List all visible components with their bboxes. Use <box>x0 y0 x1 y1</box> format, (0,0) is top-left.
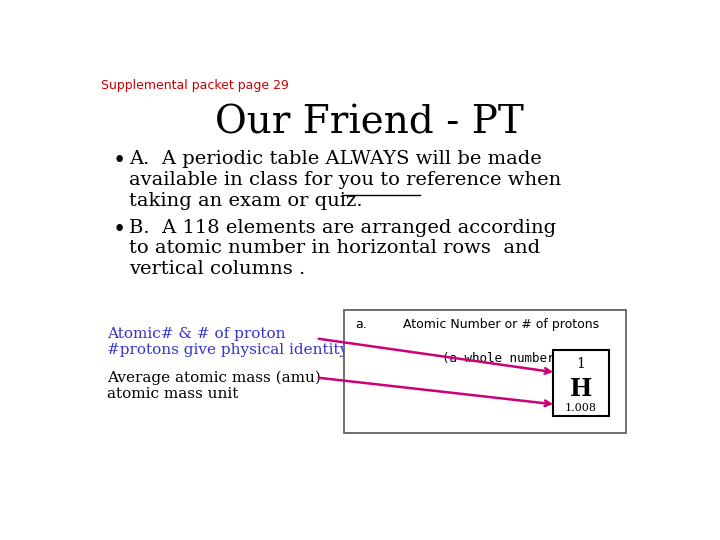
Text: ALWAYS: ALWAYS <box>342 150 426 168</box>
Text: A.  A periodic table: A. A periodic table <box>129 150 325 168</box>
Text: vertical columns .: vertical columns . <box>129 260 305 278</box>
Text: atomic mass unit: atomic mass unit <box>107 387 238 401</box>
Text: 1.008: 1.008 <box>565 403 597 413</box>
Text: Supplemental packet page 29: Supplemental packet page 29 <box>101 79 289 92</box>
Text: available in class for you to reference when: available in class for you to reference … <box>129 171 562 189</box>
Text: Average atomic mass (amu): Average atomic mass (amu) <box>107 370 320 385</box>
Text: Atomic# & # of proton: Atomic# & # of proton <box>107 327 285 341</box>
Text: Atomic Number or # of protons: Atomic Number or # of protons <box>403 319 600 332</box>
Text: taking an exam or quiz.: taking an exam or quiz. <box>129 192 363 210</box>
Text: (a whole number): (a whole number) <box>441 352 562 365</box>
Text: •: • <box>112 219 125 241</box>
Text: to atomic number in horizontal rows  and: to atomic number in horizontal rows and <box>129 239 540 258</box>
Bar <box>344 310 626 433</box>
Text: a.: a. <box>355 319 366 332</box>
Text: B.  A 118 elements are arranged according: B. A 118 elements are arranged according <box>129 219 556 237</box>
Text: •: • <box>112 150 125 172</box>
Text: Our Friend - PT: Our Friend - PT <box>215 104 523 141</box>
Text: #protons give physical identity: #protons give physical identity <box>107 343 348 357</box>
Text: 1: 1 <box>577 357 585 371</box>
Text: H: H <box>570 377 593 401</box>
Text: A.  A periodic table ALWAYS will be made: A. A periodic table ALWAYS will be made <box>129 150 542 168</box>
Bar <box>553 349 609 416</box>
